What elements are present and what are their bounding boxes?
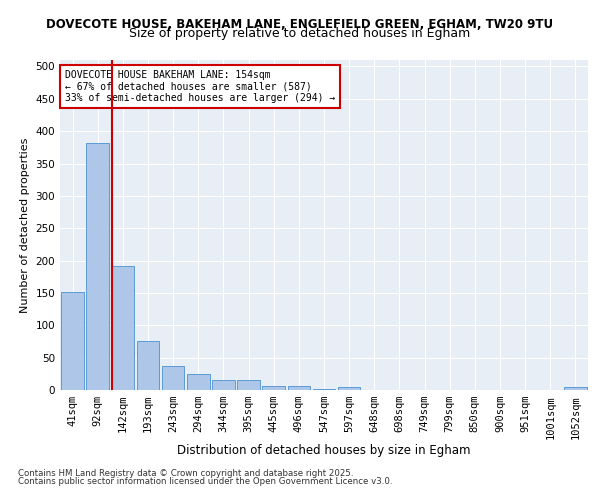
Bar <box>338 388 361 390</box>
Bar <box>212 380 235 390</box>
Text: DOVECOTE HOUSE BAKEHAM LANE: 154sqm
← 67% of detached houses are smaller (587)
3: DOVECOTE HOUSE BAKEHAM LANE: 154sqm ← 67… <box>65 70 335 103</box>
Y-axis label: Number of detached properties: Number of detached properties <box>20 138 30 312</box>
Bar <box>564 387 587 390</box>
Bar <box>112 266 134 390</box>
Bar <box>61 292 84 390</box>
Bar <box>187 374 209 390</box>
Bar <box>86 144 109 390</box>
Bar <box>137 341 160 390</box>
Text: Size of property relative to detached houses in Egham: Size of property relative to detached ho… <box>130 28 470 40</box>
Bar <box>287 386 310 390</box>
Bar <box>162 366 184 390</box>
X-axis label: Distribution of detached houses by size in Egham: Distribution of detached houses by size … <box>177 444 471 457</box>
Text: Contains public sector information licensed under the Open Government Licence v3: Contains public sector information licen… <box>18 477 392 486</box>
Bar <box>262 386 285 390</box>
Bar <box>237 380 260 390</box>
Text: Contains HM Land Registry data © Crown copyright and database right 2025.: Contains HM Land Registry data © Crown c… <box>18 468 353 477</box>
Text: DOVECOTE HOUSE, BAKEHAM LANE, ENGLEFIELD GREEN, EGHAM, TW20 9TU: DOVECOTE HOUSE, BAKEHAM LANE, ENGLEFIELD… <box>46 18 554 30</box>
